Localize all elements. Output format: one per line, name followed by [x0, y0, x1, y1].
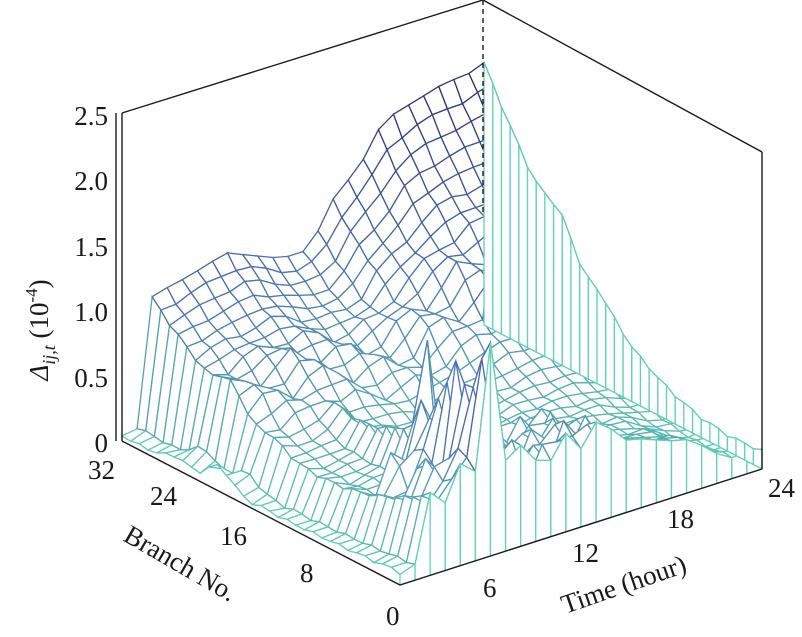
side-curtain-strip	[648, 367, 659, 417]
front-curtain-strip	[625, 438, 642, 514]
y-tick-label: 8	[300, 558, 314, 588]
z-tick-label: 2.0	[74, 166, 108, 196]
side-curtain-strip	[717, 426, 728, 453]
tick-labels: 2.5 2.0 1.5 1.0 0.5 0 32 24 16 8 0 6 12 …	[74, 101, 795, 631]
side-curtain-strip	[657, 376, 668, 421]
side-curtain-strip	[526, 164, 537, 354]
z-tick-label: 2.5	[74, 101, 108, 131]
side-curtain-strip	[743, 441, 754, 466]
front-curtain-strip	[565, 431, 582, 533]
y-tick-label: 16	[220, 521, 247, 551]
side-curtain-strip	[570, 238, 581, 376]
front-curtain-strip	[520, 443, 537, 548]
front-curtain-strip	[504, 443, 522, 553]
side-curtain-strip	[631, 345, 642, 408]
front-right-floor-edge	[399, 468, 763, 586]
side-curtain-strip	[665, 383, 676, 426]
side-curtain-strip	[483, 62, 494, 331]
side-curtain-strip	[544, 190, 555, 363]
front-curtain-strip	[655, 439, 673, 504]
x-tick-label: 24	[768, 473, 796, 503]
side-curtain-strip	[622, 331, 633, 403]
side-curtain-strip	[709, 421, 720, 448]
side-curtain-strip	[700, 418, 711, 444]
side-curtain-strip	[500, 106, 511, 340]
front-curtain-strip	[670, 438, 688, 499]
front-curtain-strip	[640, 438, 658, 509]
y-tick-label: 24	[150, 481, 178, 511]
side-curtain-strip	[518, 144, 529, 349]
side-curtain-strip	[535, 179, 546, 358]
x-tick-label: 6	[483, 573, 497, 603]
front-curtain-strip	[595, 421, 612, 524]
side-curtain-strip	[613, 316, 624, 399]
surface-mesh	[120, 61, 763, 586]
z-tick-label: 1.5	[74, 232, 108, 262]
side-curtain-strip	[587, 274, 598, 385]
front-curtain-strip	[685, 438, 703, 495]
front-curtain-strip	[429, 491, 446, 577]
side-curtain-strip	[639, 353, 650, 412]
front-curtain-strip	[459, 462, 477, 567]
back-left-top-edge	[121, 0, 484, 114]
front-curtain-strip	[610, 427, 627, 519]
side-curtain-strip	[604, 301, 615, 394]
side-curtain-strip	[735, 436, 746, 462]
side-curtain-strip	[509, 125, 520, 345]
side-curtain-strip	[578, 261, 589, 381]
z-tick-label: 0	[95, 428, 109, 458]
z-tick-label: 0.5	[74, 363, 108, 393]
side-curtain-strip	[552, 202, 563, 367]
x-tick-label: 18	[667, 504, 694, 534]
axes-box	[115, 0, 763, 586]
z-tick-label: 1.0	[74, 297, 108, 327]
side-curtain-strip	[691, 407, 702, 439]
y-tick-label: 32	[88, 455, 115, 485]
side-curtain-strip	[683, 401, 694, 435]
side-curtain-strip	[596, 287, 607, 390]
front-left-floor-edge	[121, 440, 401, 586]
x-tick-label: 12	[572, 538, 599, 568]
back-right-top-edge	[482, 0, 763, 153]
side-curtain-strip	[561, 214, 572, 372]
z-axis-label: Δij,t (10-4)	[22, 279, 59, 381]
x-tick-label: 0	[386, 601, 400, 631]
front-curtain-strip	[701, 444, 718, 490]
side-curtain-strip	[674, 395, 685, 430]
front-curtain-strip	[535, 459, 552, 543]
side-curtain-strip	[492, 83, 503, 336]
